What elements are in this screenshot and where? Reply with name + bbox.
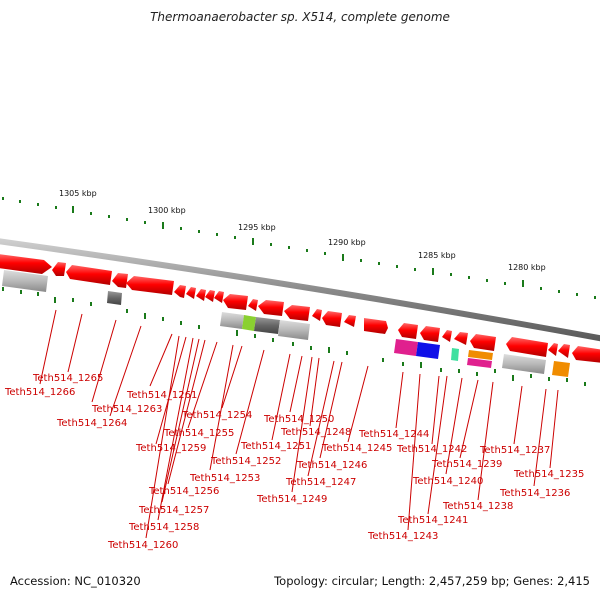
kbp-ruler: 1305 kbp 1300 kbp 1295 kbp 1290 kbp 1285… [2, 189, 596, 299]
gene-arrow [442, 330, 452, 342]
gene-arrow [558, 344, 570, 358]
accession-text: Accession: NC_010320 [10, 574, 141, 588]
gene-label: Teth514_1250 [263, 414, 334, 425]
gene-label: Teth514_1255 [163, 428, 234, 439]
gene-arrow [205, 290, 215, 302]
genome-title: Thermoanaerobacter sp. X514, complete ge… [150, 10, 450, 24]
gene-label: Teth514_1243 [367, 531, 438, 542]
gene-arrow [506, 337, 548, 357]
major-tick [522, 280, 524, 287]
gene-label: Teth514_1258 [128, 522, 199, 533]
gene-label: Teth514_1265 [32, 373, 103, 384]
feature-block [278, 320, 310, 340]
gene-track-inner [2, 270, 570, 377]
ruler-label: 1305 kbp [59, 189, 97, 198]
ruler-label: 1285 kbp [418, 251, 456, 260]
feature-block [468, 350, 493, 360]
gene-arrow [344, 315, 356, 327]
feature-block [220, 312, 244, 329]
ruler-label: 1295 kbp [238, 223, 276, 232]
gene-label: Teth514_1263 [91, 404, 162, 415]
gene-label: Teth514_1240 [412, 476, 483, 487]
gene-label: Teth514_1236 [499, 488, 570, 499]
feature-block [254, 317, 280, 334]
gene-label: Teth514_1253 [189, 473, 260, 484]
genome-backbone [0, 238, 600, 342]
major-tick [432, 268, 434, 275]
gene-arrow [196, 289, 206, 301]
gene-label: Teth514_1252 [210, 456, 281, 467]
gene-track-outer [0, 254, 600, 363]
gene-arrow [420, 326, 440, 342]
gene-label: Teth514_1256 [148, 486, 219, 497]
gene-label: Teth514_1248 [280, 427, 351, 438]
gene-arrow [312, 309, 322, 321]
gene-arrow [572, 346, 600, 363]
major-tick [162, 222, 164, 229]
feature-block [502, 354, 546, 374]
gene-label: Teth514_1237 [479, 445, 550, 456]
label-leader-lines [39, 309, 559, 539]
gene-label: Teth514_1266 [4, 387, 75, 398]
gene-label: Teth514_1242 [396, 444, 467, 455]
gene-label: Teth514_1247 [285, 477, 356, 488]
feature-block [242, 315, 256, 331]
gene-arrow [223, 294, 248, 310]
gene-label: Teth514_1249 [256, 494, 327, 505]
gene-arrow [454, 332, 468, 345]
gene-label: Teth514_1264 [56, 418, 127, 429]
gene-arrow [284, 305, 310, 321]
gene-label: Teth514_1251 [240, 441, 311, 452]
gene-label: Teth514_1239 [431, 459, 502, 470]
gene-label: Teth514_1241 [397, 515, 468, 526]
gene-label: Teth514_1254 [181, 410, 252, 421]
ruler-label: 1300 kbp [148, 206, 186, 215]
gene-label: Teth514_1257 [138, 505, 209, 516]
gene-arrow [548, 343, 558, 356]
feature-block [107, 291, 122, 305]
feature-block [467, 358, 492, 368]
feature-block [2, 270, 48, 292]
gene-arrow [66, 265, 112, 285]
gene-label: Teth514_1260 [107, 540, 178, 551]
gene-arrow [470, 334, 496, 351]
feature-block [416, 342, 440, 359]
gene-arrow [112, 273, 128, 288]
gene-arrow [258, 300, 284, 316]
feature-block [451, 348, 459, 361]
gene-label: Teth514_1259 [135, 443, 206, 454]
gene-label: Teth514_1246 [296, 460, 367, 471]
gene-labels: Teth514_1265 Teth514_1266 Teth514_1264 T… [4, 373, 584, 551]
gene-arrow [248, 299, 258, 311]
major-tick [342, 254, 344, 261]
gene-arrow [174, 285, 186, 298]
ruler-label: 1290 kbp [328, 238, 366, 247]
major-tick [72, 206, 74, 213]
gene-arrow [126, 276, 174, 295]
major-tick [252, 238, 254, 245]
gene-label: Teth514_1244 [358, 429, 429, 440]
gene-label: Teth514_1235 [513, 469, 584, 480]
feature-block [394, 339, 418, 356]
inner-ticks [2, 287, 586, 386]
gene-arrow [186, 287, 196, 299]
gene-label: Teth514_1238 [442, 501, 513, 512]
feature-block [552, 361, 570, 377]
ruler-label: 1280 kbp [508, 263, 546, 272]
gene-arrow [52, 262, 66, 276]
gene-arrow [398, 323, 418, 339]
gene-arrow [0, 254, 52, 274]
gene-arrow [214, 291, 224, 303]
ruler-ticks [2, 197, 596, 299]
gene-label: Teth514_1261 [126, 390, 197, 401]
gene-arrow [322, 311, 342, 327]
gene-label: Teth514_1245 [321, 443, 392, 454]
genome-summary: Topology: circular; Length: 2,457,259 bp… [274, 574, 590, 588]
gene-arrow [364, 318, 388, 334]
